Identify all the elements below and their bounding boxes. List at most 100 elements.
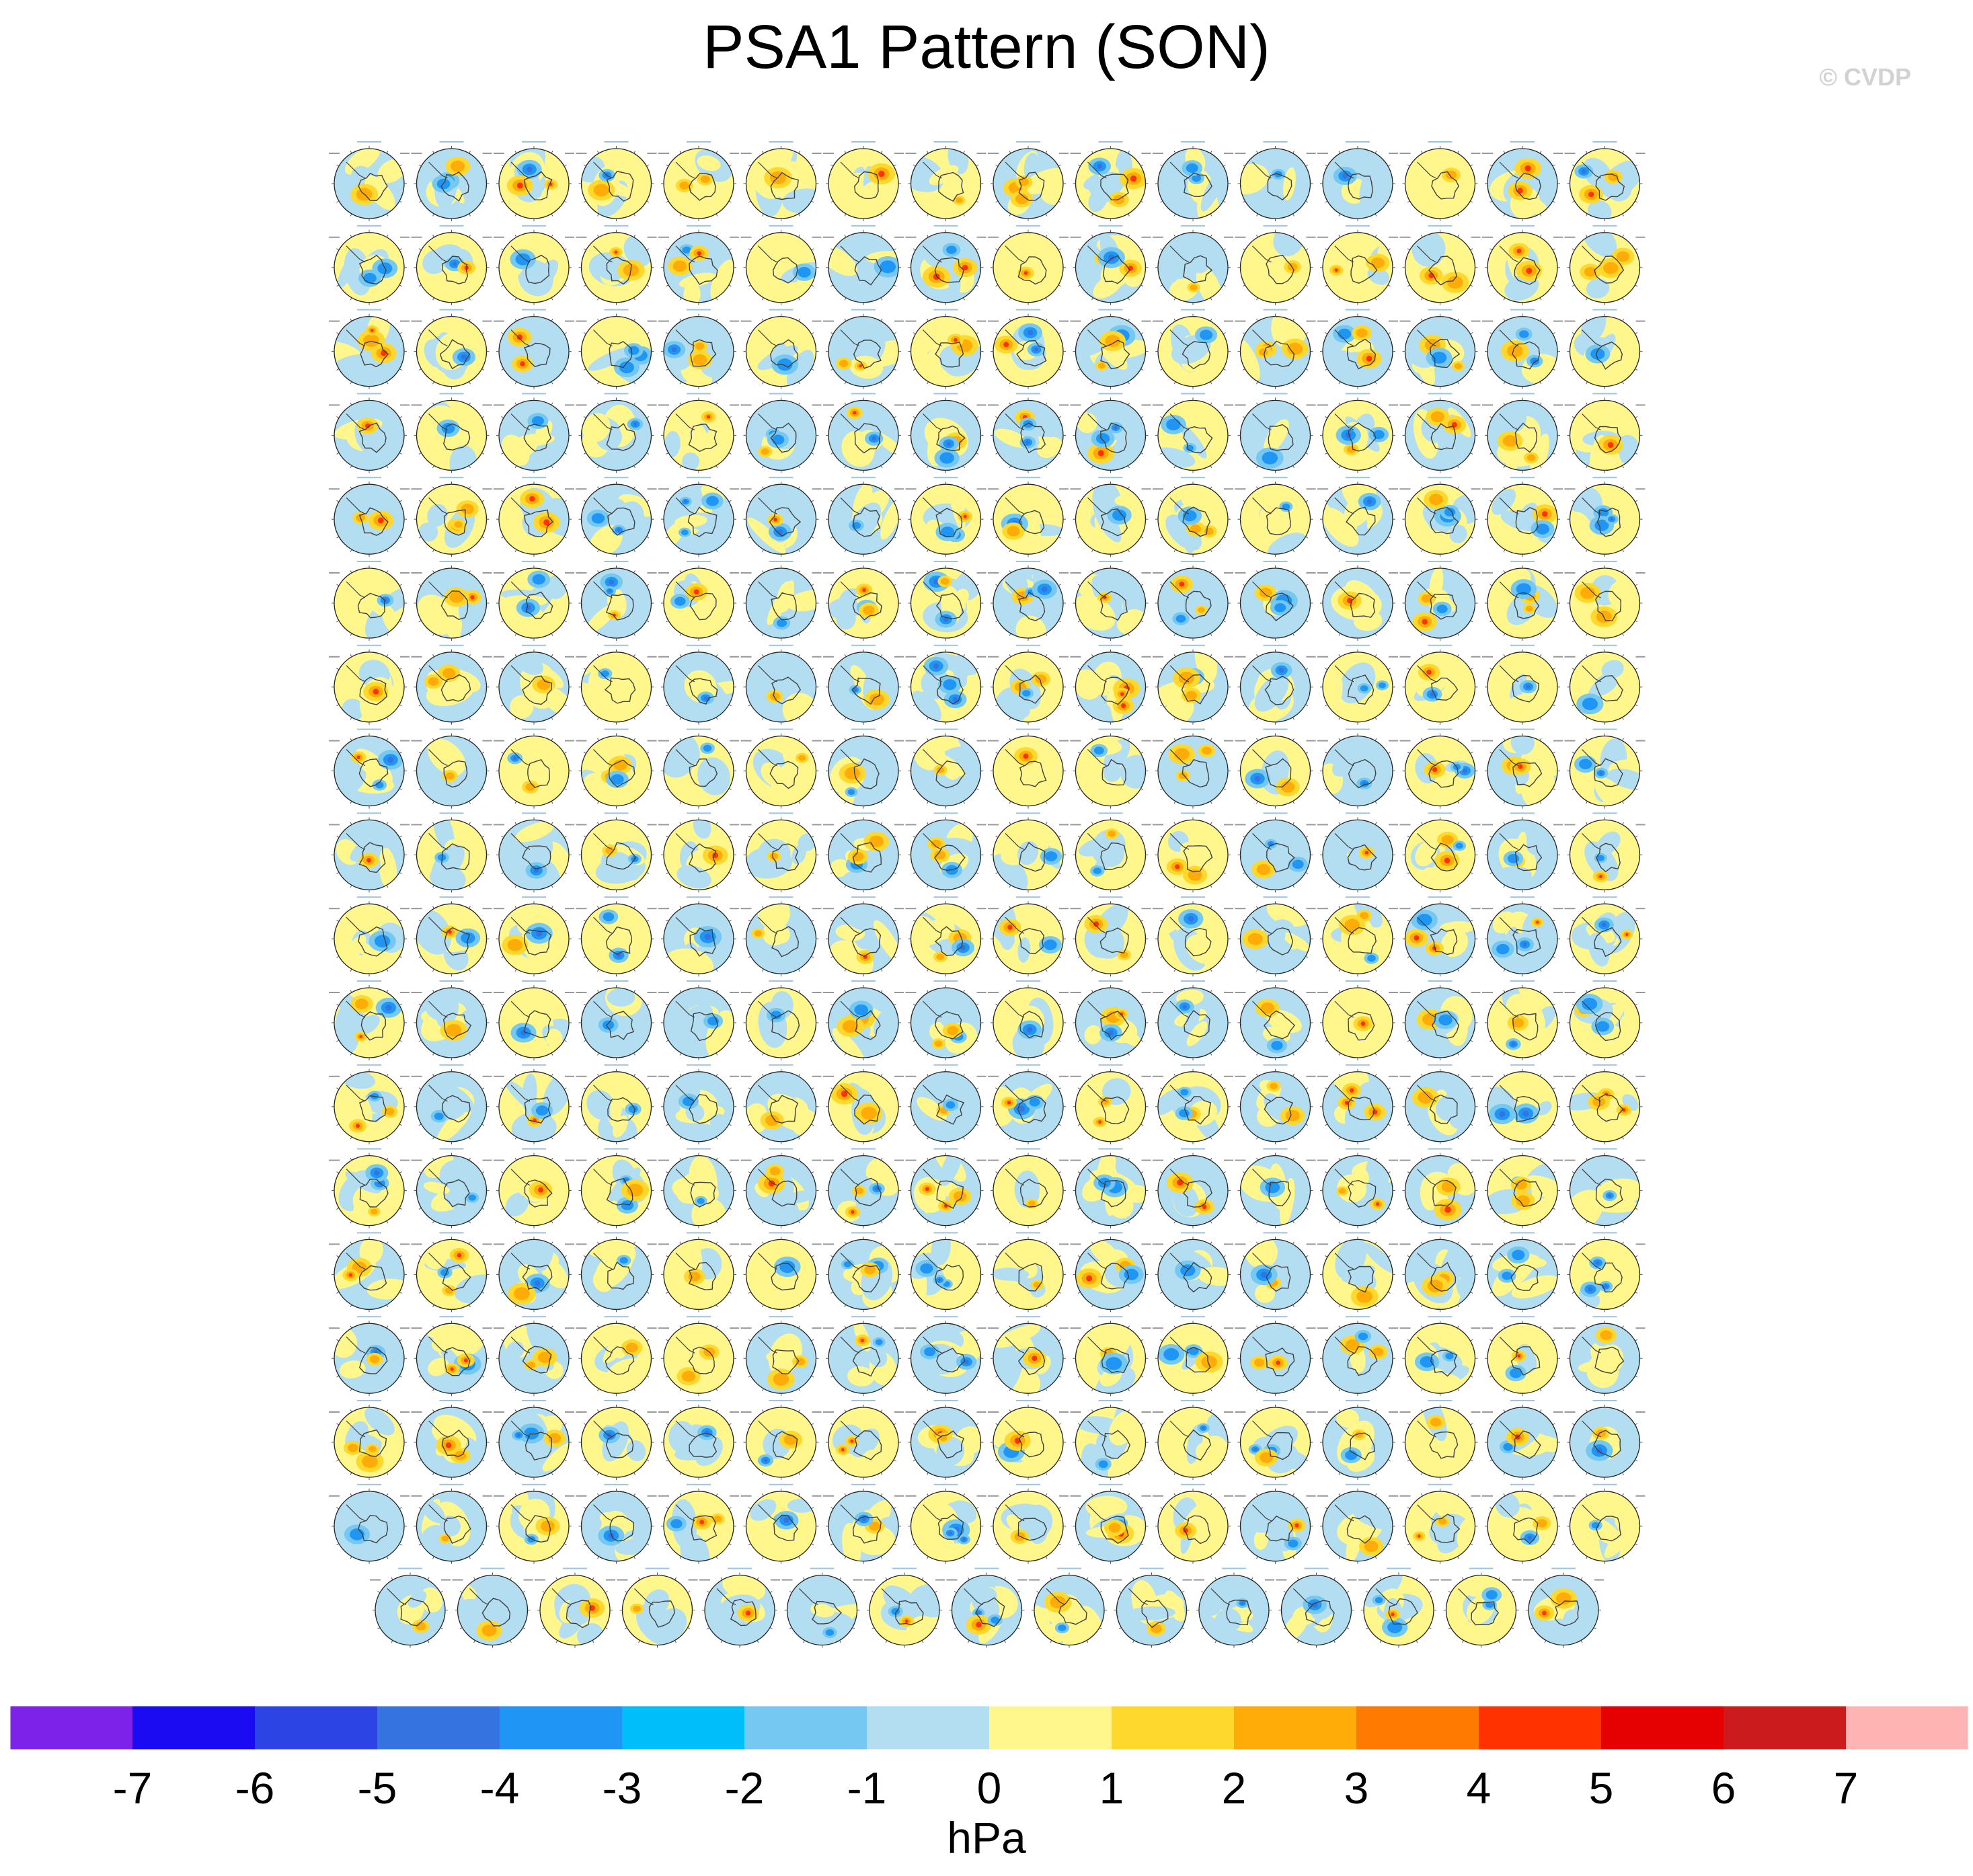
- panel-title-mark: [1016, 896, 1040, 898]
- polar-map-panel: [1153, 644, 1233, 725]
- polar-map-panel: [1564, 980, 1646, 1060]
- colorbar-box: [255, 1706, 377, 1750]
- panel-title-mark: [1181, 1148, 1205, 1150]
- polar-map-panel: [1564, 896, 1646, 977]
- panel-title-mark: [1428, 393, 1453, 395]
- colorbar-tick-label: -7: [113, 1763, 153, 1813]
- polar-map-panel: [1317, 141, 1398, 221]
- panel-title-mark: [398, 1567, 422, 1569]
- polar-map-panel: [1070, 812, 1151, 893]
- panel-title-mark: [1510, 561, 1535, 562]
- panel-title-mark: [1263, 1232, 1288, 1234]
- colorbar: -7 -6 -5 -4 -3 -2 -1 0 1 2 3 4 5 6 7 hPa: [9, 1705, 1969, 1863]
- panel-title-mark: [357, 1064, 381, 1066]
- panel-title-mark: [1263, 812, 1288, 814]
- panel-title-mark: [1592, 1400, 1617, 1401]
- panel-title-mark: [1592, 1483, 1617, 1485]
- panel-title-mark: [357, 141, 381, 143]
- panel-title-mark: [933, 1232, 958, 1234]
- polar-map-panel: [1482, 1400, 1563, 1480]
- panel-title-mark: [1346, 477, 1370, 479]
- polar-map-panel: [740, 225, 822, 305]
- colorbar-tick-label: 2: [1222, 1763, 1247, 1813]
- polar-map-panel: [1153, 812, 1233, 893]
- polar-map-panel: [1482, 980, 1563, 1060]
- colorbar-tick-label: 0: [977, 1763, 1002, 1813]
- panel-title-mark: [563, 1567, 587, 1569]
- colorbar-box: [1724, 1706, 1846, 1750]
- polar-map-panel: [576, 393, 657, 473]
- panel-title-mark: [522, 812, 546, 814]
- panel-title-mark: [439, 644, 464, 646]
- panel-title-mark: [769, 225, 794, 227]
- polar-map-panel: [1482, 309, 1563, 389]
- polar-map-panel: [329, 309, 410, 389]
- panel-title-mark: [1510, 896, 1535, 898]
- polar-map-panel: [740, 980, 822, 1060]
- polar-map-panel: [1399, 141, 1481, 221]
- panel-title-mark: [769, 1232, 794, 1234]
- polar-map-panel: [823, 225, 904, 305]
- panel-title-mark: [1098, 561, 1123, 562]
- panel-title-mark: [645, 1567, 670, 1569]
- polar-map-panel: [329, 141, 410, 221]
- polar-map-panel: [740, 309, 822, 389]
- polar-map-panel: [658, 561, 739, 641]
- panel-title-mark: [851, 309, 876, 311]
- polar-map-panel: [988, 1064, 1069, 1144]
- polar-map-panel: [494, 1400, 574, 1480]
- panel-title-mark: [1098, 1232, 1123, 1234]
- polar-map-panel: [1070, 393, 1151, 473]
- polar-map-panel: [329, 561, 410, 641]
- polar-map-panel: [1235, 896, 1316, 977]
- panel-title-mark: [1098, 477, 1123, 479]
- polar-map-panel: [988, 896, 1069, 977]
- polar-map-panel: [1482, 141, 1563, 221]
- panel-title-mark: [604, 1064, 629, 1066]
- polar-map-panel: [988, 477, 1069, 557]
- polar-map-panel: [905, 393, 986, 473]
- panel-title-mark: [1016, 1232, 1040, 1234]
- panel-title-mark: [1510, 644, 1535, 646]
- panel-title-mark: [769, 477, 794, 479]
- panel-title-mark: [1016, 812, 1040, 814]
- polar-map-panel: [988, 980, 1069, 1060]
- colorbar-box: [1601, 1706, 1724, 1750]
- polar-map-panel: [1070, 644, 1151, 725]
- panel-title-mark: [1510, 728, 1535, 730]
- panel-title-mark: [687, 896, 711, 898]
- polar-map-panel: [1399, 1232, 1481, 1313]
- panel-title-mark: [1016, 644, 1040, 646]
- panel-title-mark: [1098, 393, 1123, 395]
- polar-map-panel: [740, 1400, 822, 1480]
- panel-title-mark: [851, 896, 876, 898]
- panel-title-mark: [851, 1483, 876, 1485]
- panel-title-mark: [604, 1400, 629, 1401]
- polar-map-panel: [576, 1483, 657, 1564]
- panel-title-mark: [1139, 1567, 1164, 1569]
- polar-map-panel: [1564, 393, 1646, 473]
- polar-map-panel: [1482, 1483, 1563, 1564]
- colorbar-frame: [9, 1705, 1969, 1750]
- panel-title-mark: [687, 812, 711, 814]
- panel-title-mark: [851, 1400, 876, 1401]
- polar-map-panel: [740, 1483, 822, 1564]
- polar-map-panel: [1317, 1148, 1398, 1228]
- panel-title-mark: [1592, 644, 1617, 646]
- panel-title-mark: [769, 1316, 794, 1318]
- panel-title-mark: [769, 1148, 794, 1150]
- polar-map-panel: [1070, 225, 1151, 305]
- colorbar-tick-label: -2: [725, 1763, 765, 1813]
- colorbar-tick-label: 1: [1099, 1763, 1124, 1813]
- polar-map-panel: [1564, 1232, 1646, 1313]
- panel-title-mark: [357, 393, 381, 395]
- panel-title-mark: [1016, 393, 1040, 395]
- polar-map-panel: [658, 896, 739, 977]
- panel-title-mark: [769, 980, 794, 982]
- polar-map-panel: [1399, 1400, 1481, 1480]
- panel-title-mark: [522, 1400, 546, 1401]
- panel-title-mark: [1346, 393, 1370, 395]
- polar-map-panel: [494, 1316, 574, 1397]
- panel-title-mark: [1428, 561, 1453, 562]
- panel-title-mark: [1592, 225, 1617, 227]
